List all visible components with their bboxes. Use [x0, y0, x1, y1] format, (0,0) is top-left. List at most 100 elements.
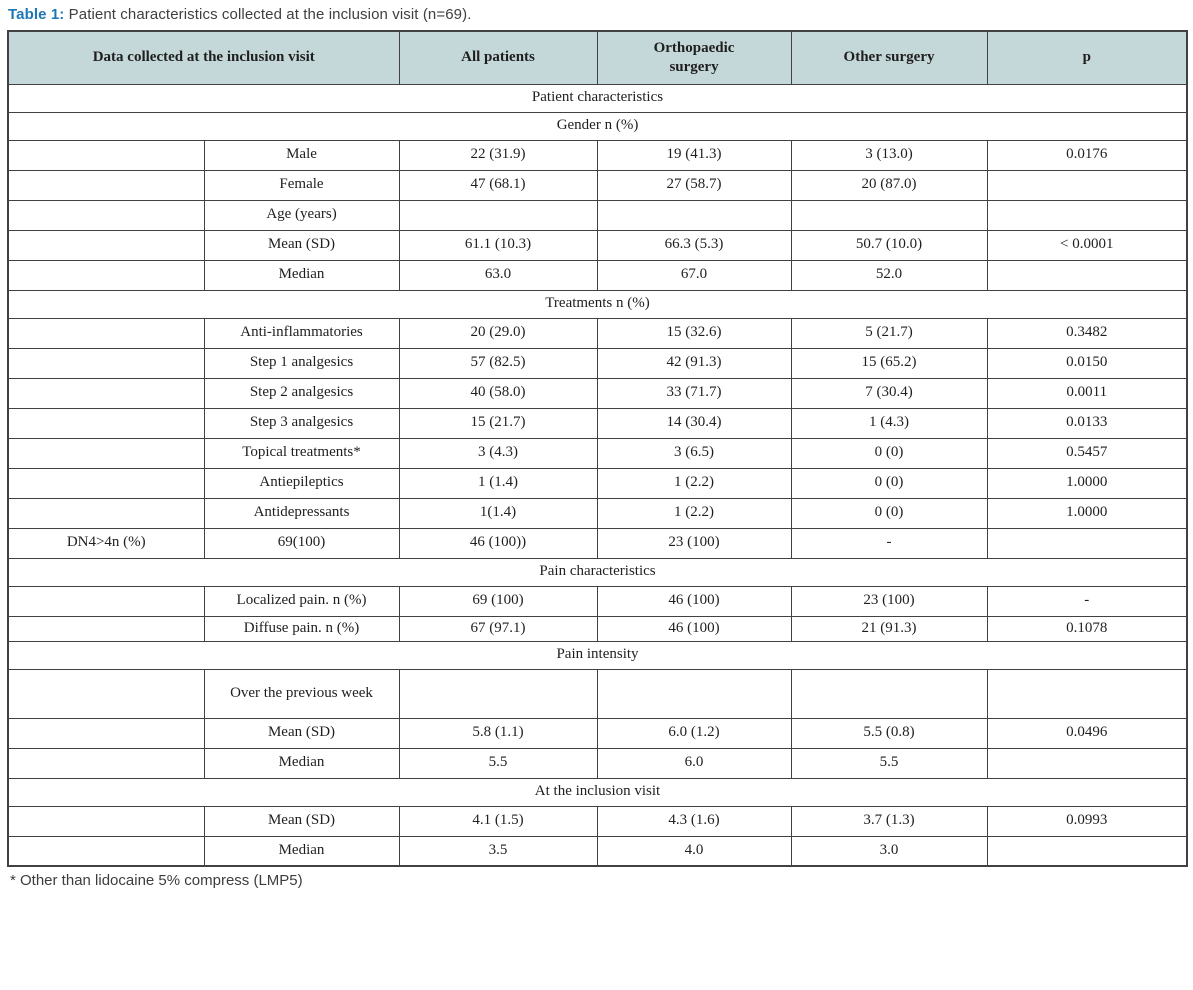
table-row: Antiepileptics 1 (1.4) 1 (2.2) 0 (0) 1.0000 — [7, 467, 1188, 499]
row-label-cell: Antidepressants — [203, 497, 400, 529]
value-cell: 52.0 — [790, 259, 988, 291]
row-label-cell: Step 2 analgesics — [203, 377, 400, 409]
row-label-cell: Mean (SD) — [203, 805, 400, 837]
row-group-cell — [7, 615, 205, 642]
value-cell: 42 (91.3) — [596, 347, 792, 379]
value-cell: 1 (2.2) — [596, 497, 792, 529]
value-cell: 0.0133 — [986, 407, 1188, 439]
table-caption-label: Table 1: — [8, 6, 65, 23]
table-row: Median 5.5 6.0 5.5 — [7, 747, 1188, 779]
value-cell — [398, 199, 598, 231]
value-cell: 47 (68.1) — [398, 169, 598, 201]
value-cell: 3.5 — [398, 835, 598, 867]
value-cell — [596, 199, 792, 231]
section-row: Gender n (%) — [7, 111, 1188, 141]
value-cell: 50.7 (10.0) — [790, 229, 988, 261]
table-row: Mean (SD) 4.1 (1.5) 4.3 (1.6) 3.7 (1.3) 0.09… — [7, 805, 1188, 837]
value-cell — [986, 747, 1188, 779]
value-cell: 57 (82.5) — [398, 347, 598, 379]
table-row: Median 63.0 67.0 52.0 — [7, 259, 1188, 291]
value-cell: 1(1.4) — [398, 497, 598, 529]
row-label-cell: Topical treatments* — [203, 437, 400, 469]
value-cell: 67.0 — [596, 259, 792, 291]
value-cell — [398, 668, 598, 719]
value-cell: 3 (6.5) — [596, 437, 792, 469]
row-label-cell: Mean (SD) — [203, 229, 400, 261]
section-label: Patient characteristics — [7, 83, 1188, 113]
row-group-cell — [7, 437, 205, 469]
value-cell: 0 (0) — [790, 497, 988, 529]
value-cell: 63.0 — [398, 259, 598, 291]
row-group-cell — [7, 169, 205, 201]
row-group-cell — [7, 139, 205, 171]
section-label: Gender n (%) — [7, 111, 1188, 141]
row-group-cell — [7, 377, 205, 409]
value-cell: 46 (100)) — [398, 527, 598, 559]
value-cell: - — [790, 527, 988, 559]
value-cell: 3 (4.3) — [398, 437, 598, 469]
value-cell: 5 (21.7) — [790, 317, 988, 349]
row-group-cell — [7, 668, 205, 719]
table-row: Mean (SD) 61.1 (10.3) 66.3 (5.3) 50.7 (10.0… — [7, 229, 1188, 261]
row-group-cell — [7, 229, 205, 261]
value-cell: 66.3 (5.3) — [596, 229, 792, 261]
header-cell-other-surgery: Other surgery — [790, 30, 988, 85]
row-group-cell — [7, 317, 205, 349]
value-cell — [986, 668, 1188, 719]
row-label-cell: Anti-inflammatories — [203, 317, 400, 349]
value-cell: 3.0 — [790, 835, 988, 867]
header-cell-all-patients: All patients — [398, 30, 598, 85]
table-row: Mean (SD) 5.8 (1.1) 6.0 (1.2) 5.5 (0.8) 0.04… — [7, 717, 1188, 749]
row-group-cell — [7, 805, 205, 837]
value-cell: 0.5457 — [986, 437, 1188, 469]
value-cell: 5.5 — [790, 747, 988, 779]
value-cell: 23 (100) — [790, 585, 988, 617]
row-label-cell: Median — [203, 259, 400, 291]
row-label-cell: Median — [203, 747, 400, 779]
value-cell: 15 (21.7) — [398, 407, 598, 439]
table-header: Data collected at the inclusion visit Al… — [7, 30, 1188, 85]
value-cell: 4.1 (1.5) — [398, 805, 598, 837]
value-cell: 0.0150 — [986, 347, 1188, 379]
value-cell — [986, 835, 1188, 867]
value-cell: 0.0011 — [986, 377, 1188, 409]
section-label: Pain intensity — [7, 640, 1188, 670]
value-cell: 33 (71.7) — [596, 377, 792, 409]
row-label-cell: Step 3 analgesics — [203, 407, 400, 439]
value-cell: 1 (4.3) — [790, 407, 988, 439]
value-cell: - — [986, 585, 1188, 617]
row-label-cell: Step 1 analgesics — [203, 347, 400, 379]
value-cell: < 0.0001 — [986, 229, 1188, 261]
value-cell: 1 (2.2) — [596, 467, 792, 499]
header-cell-p-value: p — [986, 30, 1188, 85]
value-cell: 0.1078 — [986, 615, 1188, 642]
table-row: Male 22 (31.9) 19 (41.3) 3 (13.0) 0.0176 — [7, 139, 1188, 171]
row-label-cell: Localized pain. n (%) — [203, 585, 400, 617]
value-cell: 0.0993 — [986, 805, 1188, 837]
section-label: Treatments n (%) — [7, 289, 1188, 319]
table-row: Over the previous week — [7, 668, 1188, 719]
section-row: Pain intensity — [7, 640, 1188, 670]
table-footnote: * Other than lidocaine 5% compress (LMP5… — [10, 872, 303, 889]
table-row: Step 2 analgesics 40 (58.0) 33 (71.7) 7 (30… — [7, 377, 1188, 409]
row-group-cell — [7, 199, 205, 231]
value-cell: 3.7 (1.3) — [790, 805, 988, 837]
row-label-cell: Age (years) — [203, 199, 400, 231]
row-group-cell — [7, 497, 205, 529]
row-group-cell — [7, 585, 205, 617]
value-cell — [790, 199, 988, 231]
value-cell: 69 (100) — [398, 585, 598, 617]
value-cell: 15 (65.2) — [790, 347, 988, 379]
row-label-cell: Male — [203, 139, 400, 171]
value-cell: 0 (0) — [790, 467, 988, 499]
section-row: Patient characteristics — [7, 83, 1188, 113]
table-row: Age (years) — [7, 199, 1188, 231]
row-label-cell: Median — [203, 835, 400, 867]
table-row: Antidepressants 1(1.4) 1 (2.2) 0 (0) 1.0000 — [7, 497, 1188, 529]
value-cell: 23 (100) — [596, 527, 792, 559]
row-group-cell — [7, 407, 205, 439]
value-cell — [986, 169, 1188, 201]
table-row: Median 3.5 4.0 3.0 — [7, 835, 1188, 867]
value-cell: 7 (30.4) — [790, 377, 988, 409]
